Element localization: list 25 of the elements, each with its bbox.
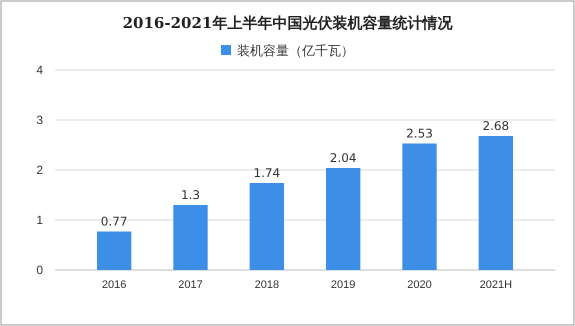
y-tick-label: 1 (36, 212, 44, 227)
bar (250, 183, 284, 270)
data-label: 0.77 (100, 214, 128, 228)
data-label: 2.53 (406, 126, 433, 140)
data-label: 2.68 (482, 119, 510, 133)
x-tick-label: 2020 (407, 278, 432, 291)
legend-label: 装机容量（亿千瓦） (237, 43, 354, 59)
data-label: 2.04 (330, 151, 357, 165)
bar (402, 144, 437, 270)
y-tick-label: 0 (36, 262, 44, 277)
bar (173, 205, 208, 270)
x-tick-label: 2016 (102, 278, 126, 291)
bar (478, 136, 514, 270)
x-tick-label: 2018 (254, 278, 280, 291)
bar (96, 232, 132, 270)
x-tick-label: 2017 (178, 278, 203, 291)
y-tick-label: 4 (36, 62, 44, 77)
y-tick-label: 2 (36, 162, 44, 177)
x-tick-label: 2021H (480, 278, 512, 291)
bar (326, 168, 360, 270)
y-tick-label: 3 (36, 112, 44, 127)
x-tick-label: 2019 (330, 278, 356, 291)
data-label: 1.74 (253, 166, 280, 180)
data-label: 1.3 (180, 188, 200, 202)
chart-title: 2016-2021年上半年中国光伏装机容量统计情况 (122, 14, 454, 32)
